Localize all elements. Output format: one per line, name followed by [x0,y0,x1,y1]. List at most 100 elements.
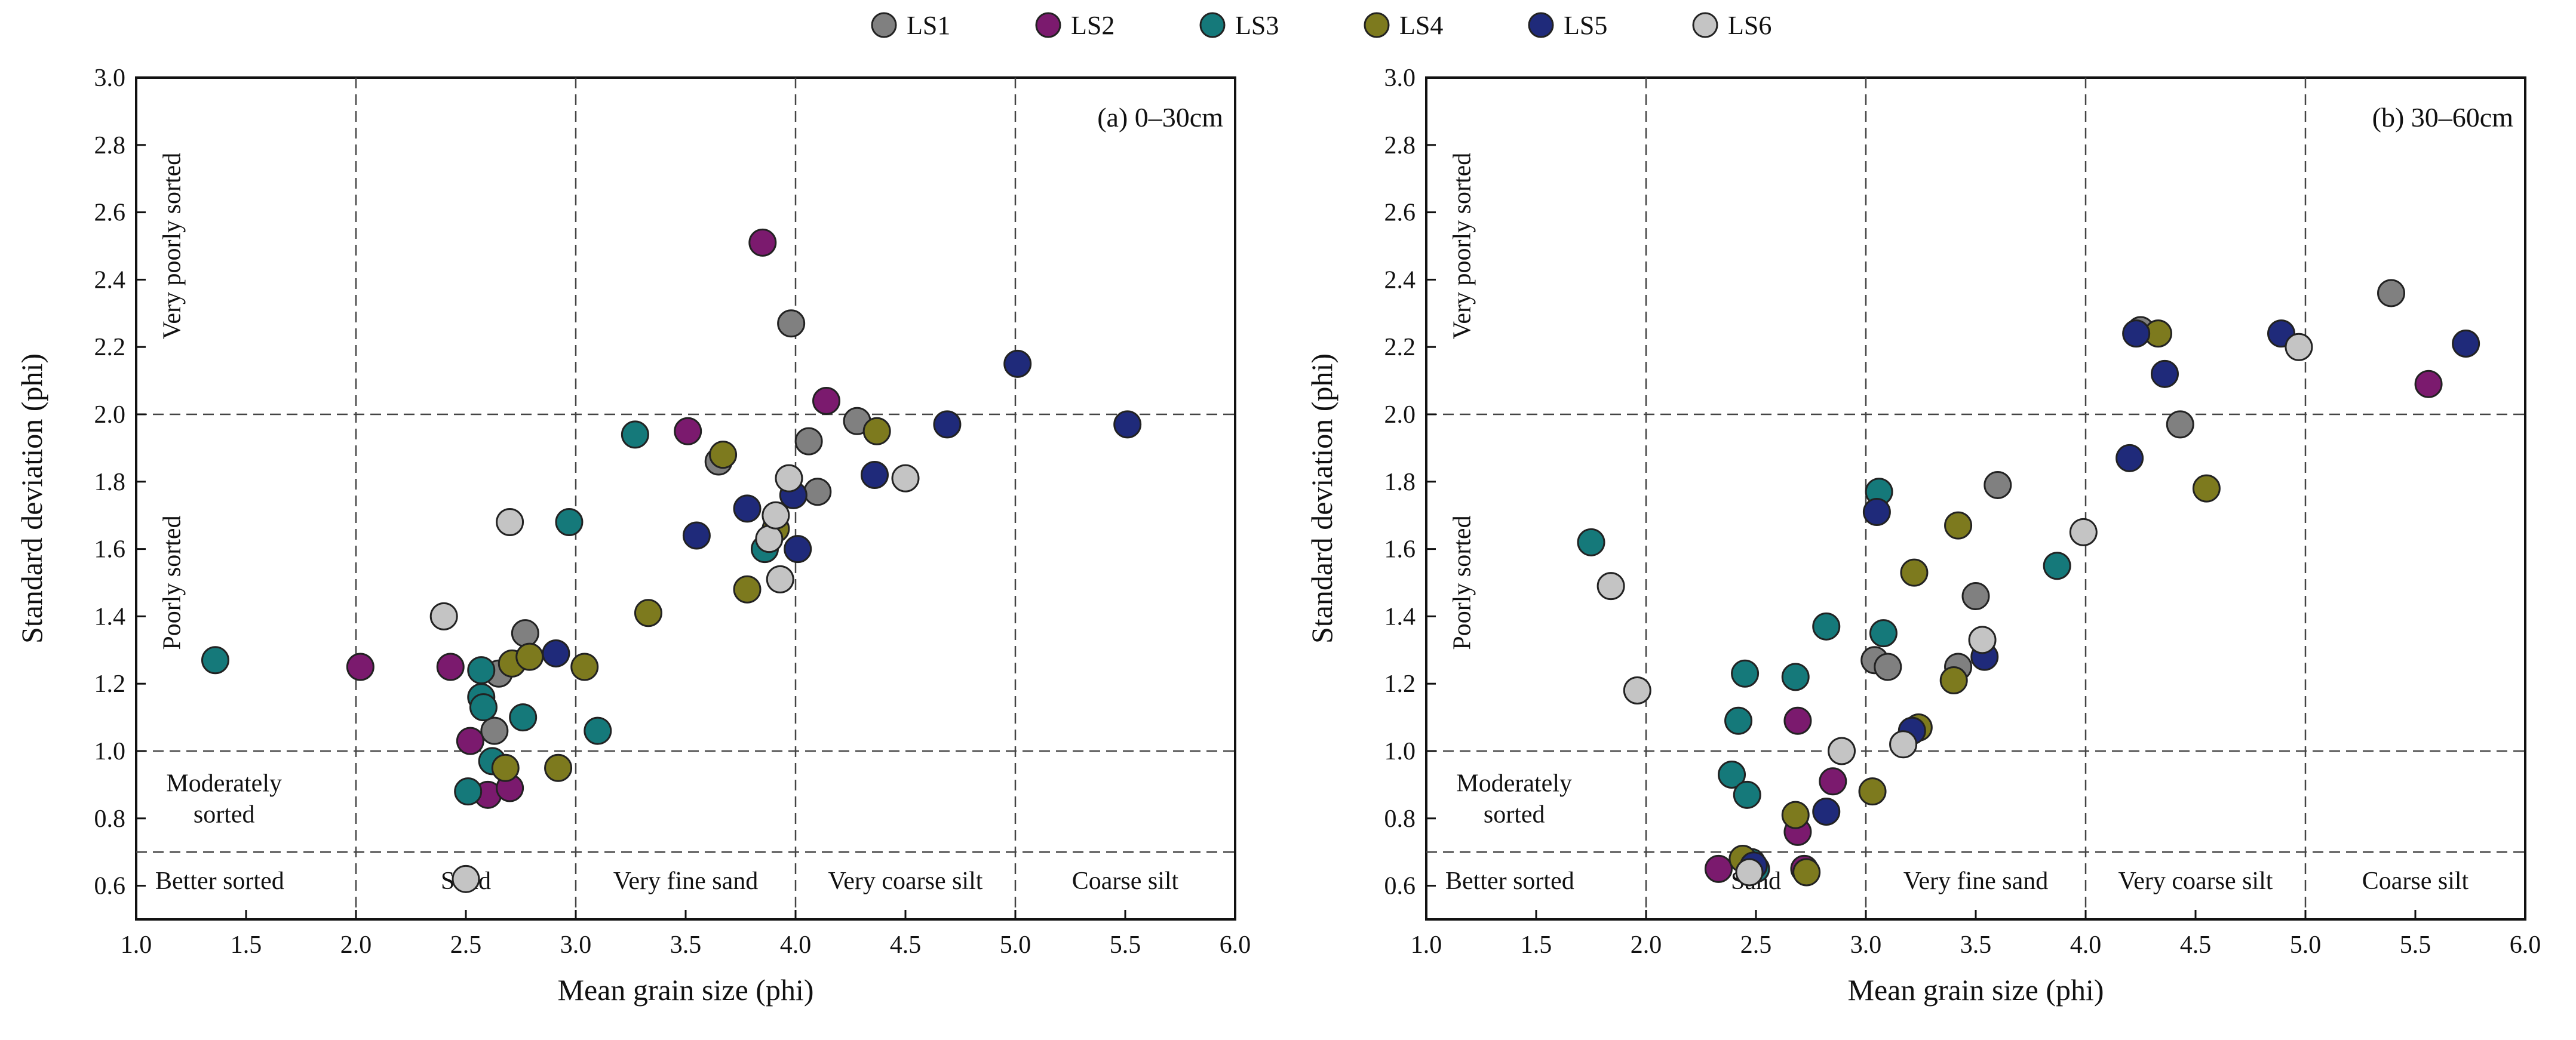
sorting-label: Very poorly sorted [1449,153,1476,340]
data-point-ls2 [2414,370,2443,398]
data-point-ls4 [491,753,520,782]
data-point-ls5 [2122,319,2151,348]
x-tick-label: 2.0 [1631,931,1662,959]
data-point-ls1 [777,309,806,338]
data-point-ls6 [1968,626,1997,654]
data-point-ls4 [570,653,599,681]
data-point-ls6 [2069,518,2098,546]
legend-label-ls3: LS3 [1235,11,1279,40]
sorting-label: Moderately sorted [1456,770,1572,829]
data-point-ls2 [674,417,702,445]
data-point-ls4 [634,599,662,627]
data-point-ls3 [201,646,229,675]
data-point-ls5 [1812,798,1841,826]
y-tick-label: 1.4 [1384,603,1416,630]
data-point-ls5 [682,521,711,550]
x-tick-label: 1.0 [121,931,152,959]
sorting-label-line: Moderately [1456,770,1572,798]
y-axis-title: Standard deviation (phi) [15,353,48,644]
x-tick-label: 5.5 [2400,931,2431,959]
data-point-ls3 [2043,552,2071,580]
x-tick-label: 6.0 [1220,931,1251,959]
data-point-ls3 [469,693,498,722]
data-point-ls3 [1577,528,1605,556]
data-point-ls2 [436,653,465,681]
x-tick-label: 5.0 [1000,931,1031,959]
x-tick-label: 1.5 [231,931,262,959]
legend-marker-ls5 [1528,12,1554,38]
legend-marker-ls3 [1199,12,1226,38]
sorting-label: Very poorly sorted [159,153,186,340]
data-point-ls1 [511,619,539,648]
data-point-ls2 [812,386,841,415]
data-point-ls6 [1889,730,1918,759]
data-point-ls4 [1939,666,1968,695]
data-point-ls6 [1623,676,1651,704]
data-point-ls5 [542,639,570,667]
data-point-ls1 [794,427,823,456]
legend-marker-ls1 [871,12,897,38]
legend-marker-ls4 [1364,12,1390,38]
data-point-ls5 [784,535,812,564]
x-tick-label: 3.5 [1960,931,1992,959]
data-point-ls6 [766,565,794,593]
y-tick-label: 1.2 [94,670,126,698]
legend-svg: LS1 LS2 LS3 LS4 LS5 LS6 [871,11,1771,40]
data-point-ls4 [1792,858,1821,887]
data-point-ls3 [555,507,584,536]
data-point-ls1 [2377,279,2406,307]
x-tick-label: 5.0 [2290,931,2322,959]
y-tick-label: 1.8 [1384,469,1416,496]
data-point-ls2 [346,653,374,681]
y-tick-label: 2.6 [1384,199,1416,227]
panel-label: (a) 0–30cm [1097,102,1223,133]
y-tick-label: 2.0 [94,401,126,429]
data-point-ls5 [1862,498,1891,527]
plot-frame-b [1425,76,2526,921]
x-tick-label: 2.5 [450,931,482,959]
data-point-ls3 [1812,612,1841,641]
x-tick-label: 2.0 [340,931,372,959]
sorting-label-line: Moderately [166,770,282,798]
legend-label-ls1: LS1 [907,11,950,40]
legend-label-ls5: LS5 [1564,11,1607,40]
x-tick-label: 4.5 [890,931,922,959]
data-point-ls4 [1781,801,1810,829]
data-point-ls1 [1961,582,1990,611]
data-point-ls5 [2452,330,2480,358]
data-point-ls1 [480,716,509,745]
y-tick-label: 2.0 [1384,401,1416,429]
grain-class-label: Coarse silt [2362,867,2469,895]
data-point-ls2 [456,727,484,755]
sorting-label-line: sorted [1484,801,1545,829]
data-point-ls3 [1724,706,1753,735]
legend-label-ls2: LS2 [1071,11,1114,40]
legend: LS1 LS2 LS3 LS4 LS5 LS6 [0,0,2576,57]
x-tick-label: 3.0 [1850,931,1882,959]
grain-class-label: Coarse silt [1072,867,1179,895]
data-point-ls4 [515,642,544,671]
sorting-label: Moderately sorted [166,770,282,829]
y-tick-label: 2.4 [94,266,126,294]
sorting-label: Poorly sorted [159,515,186,650]
y-tick-label: 2.2 [94,334,126,361]
x-axis-title: Mean grain size (phi) [557,973,813,1007]
chart-panel-b: 1.0 1.5 2.0 2.5 3.0 3.5 4.0 4.5 5.0 5.5 6.0 0.6 0.8 1… [1305,64,2541,1007]
data-point-ls2 [1783,706,1812,735]
chart-panel-a: 1.0 1.5 2.0 2.5 3.0 3.5 4.0 4.5 5.0 5.5 6.0 0.6 0.8 1… [15,64,1251,1007]
x-tick-label: 6.0 [2510,931,2541,959]
y-tick-label: 1.0 [1384,738,1416,765]
y-tick-label: 0.6 [94,873,126,900]
data-point-ls6 [1596,572,1625,601]
data-point-ls6 [2285,333,2313,361]
data-point-ls3 [509,703,538,732]
data-point-ls5 [860,461,889,490]
grain-class-label: Very coarse silt [828,867,983,895]
x-tick-label: 4.5 [2180,931,2212,959]
x-axis-title: Mean grain size (phi) [1847,973,2104,1007]
x-tick-label: 5.5 [1110,931,1141,959]
plot-frame-a [135,76,1236,921]
y-tick-label: 2.4 [1384,266,1416,294]
data-point-ls6 [452,864,480,893]
data-point-ls3 [1731,659,1760,688]
